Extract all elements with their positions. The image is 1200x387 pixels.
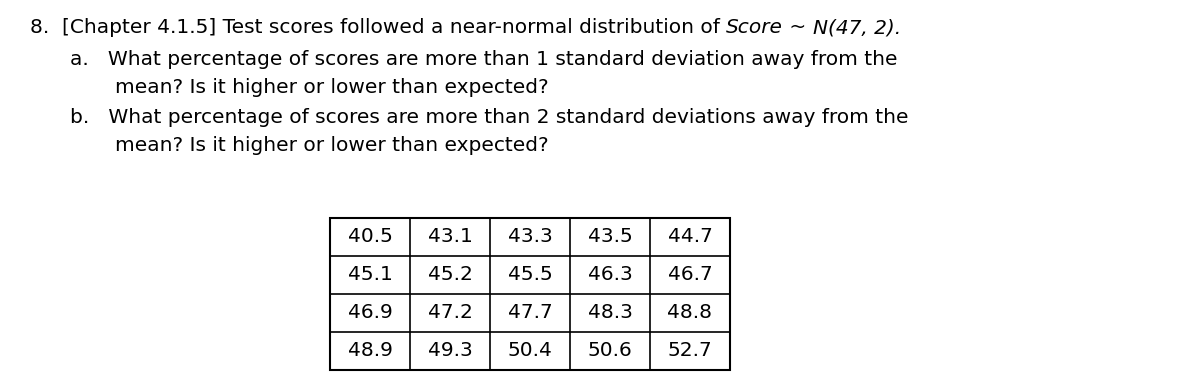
Text: 45.2: 45.2	[427, 265, 473, 284]
Text: 45.1: 45.1	[348, 265, 392, 284]
Text: 46.9: 46.9	[348, 303, 392, 322]
Text: 50.6: 50.6	[588, 341, 632, 361]
Text: 50.4: 50.4	[508, 341, 552, 361]
Text: mean? Is it higher or lower than expected?: mean? Is it higher or lower than expecte…	[115, 78, 548, 97]
Text: 43.3: 43.3	[508, 228, 552, 247]
Text: ~: ~	[784, 18, 812, 37]
Text: 47.7: 47.7	[508, 303, 552, 322]
Text: 46.7: 46.7	[667, 265, 713, 284]
Text: Score: Score	[726, 18, 784, 37]
Text: 8.  [Chapter 4.1.5] Test scores followed a near-normal distribution of: 8. [Chapter 4.1.5] Test scores followed …	[30, 18, 726, 37]
Text: 45.5: 45.5	[508, 265, 552, 284]
Text: 48.3: 48.3	[588, 303, 632, 322]
Text: 48.8: 48.8	[667, 303, 713, 322]
Text: b.   What percentage of scores are more than 2 standard deviations away from the: b. What percentage of scores are more th…	[70, 108, 908, 127]
Text: 49.3: 49.3	[427, 341, 473, 361]
Text: 52.7: 52.7	[667, 341, 713, 361]
Text: 47.2: 47.2	[427, 303, 473, 322]
Text: 44.7: 44.7	[667, 228, 713, 247]
Text: 48.9: 48.9	[348, 341, 392, 361]
Text: 43.1: 43.1	[427, 228, 473, 247]
Text: mean? Is it higher or lower than expected?: mean? Is it higher or lower than expecte…	[115, 136, 548, 155]
Text: 40.5: 40.5	[348, 228, 392, 247]
Text: 43.5: 43.5	[588, 228, 632, 247]
Text: a.   What percentage of scores are more than 1 standard deviation away from the: a. What percentage of scores are more th…	[70, 50, 898, 69]
Text: 46.3: 46.3	[588, 265, 632, 284]
Text: N(47, 2).: N(47, 2).	[812, 18, 901, 37]
